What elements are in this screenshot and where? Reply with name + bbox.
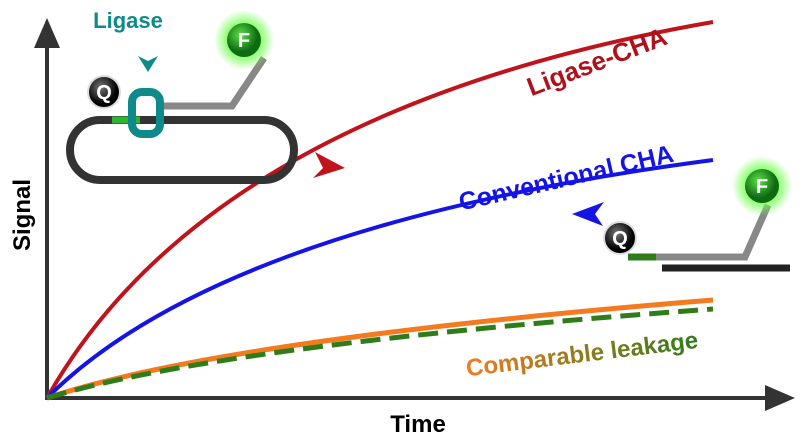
- ligase-enzyme: [128, 88, 164, 138]
- strand: [160, 56, 267, 110]
- conventional-label: Conventional CHA: [456, 140, 676, 217]
- ligase-pointer: [138, 56, 158, 72]
- blue-pointer: [572, 202, 604, 226]
- ligase-label: Ligase: [93, 8, 163, 33]
- leakage-curve: [46, 297, 714, 401]
- y-arrow: [34, 18, 60, 48]
- quencher-label: Q: [96, 82, 112, 104]
- conventional-curve: [45, 158, 714, 400]
- leakage-dashed-curve: [46, 306, 714, 401]
- fluorophore: [227, 23, 261, 57]
- x-arrow: [765, 385, 795, 411]
- quencher-label: Q: [612, 228, 628, 250]
- strand: [655, 203, 772, 261]
- leakage-label: Comparable leakage: [465, 327, 700, 382]
- fluorophore-label: F: [756, 176, 768, 198]
- y-axis-label: Signal: [9, 179, 36, 251]
- inset-ligase: Ligase Q F: [66, 8, 298, 184]
- red-pointer: [313, 152, 345, 178]
- quencher: [603, 221, 637, 255]
- fluorophore-label: F: [238, 30, 250, 52]
- circular-template: [66, 116, 298, 184]
- quencher: [87, 75, 121, 109]
- x-axis-label: Time: [390, 411, 446, 437]
- axes: [34, 18, 795, 411]
- fluorophore: [745, 169, 779, 203]
- inset-conventional: Q F: [603, 156, 792, 272]
